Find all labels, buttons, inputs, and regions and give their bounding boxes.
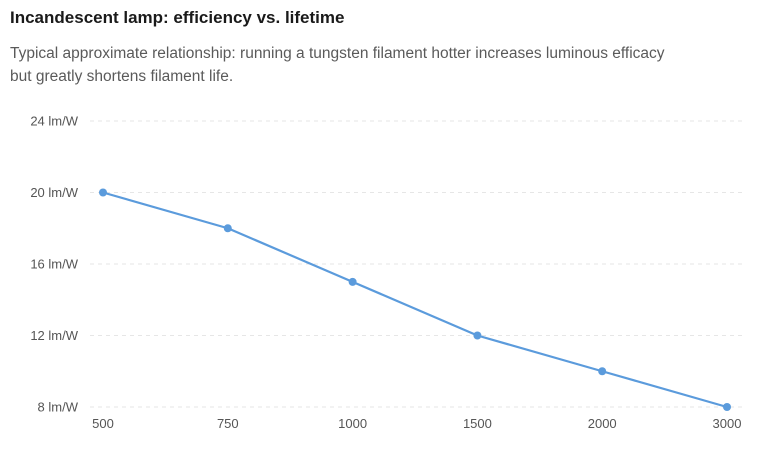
series-layer: [99, 188, 731, 411]
x-tick-label: 3000: [713, 416, 742, 431]
y-tick-label: 8 lm/W: [38, 400, 79, 415]
y-axis: 8 lm/W 12 lm/W 16 lm/W 20 lm/W 24 lm/W: [30, 114, 78, 415]
x-tick-label: 2000: [588, 416, 617, 431]
chart-subtitle: Typical approximate relationship: runnin…: [10, 45, 665, 85]
x-tick-label: 750: [217, 416, 239, 431]
x-axis: 500 750 1000 1500 2000 3000: [92, 416, 741, 431]
data-point: [99, 188, 107, 197]
chart-title: Incandescent lamp: efficiency vs. lifeti…: [10, 8, 345, 27]
data-point: [598, 367, 607, 376]
data-point: [223, 224, 232, 233]
y-tick-label: 12 lm/W: [30, 328, 78, 343]
data-point: [473, 331, 482, 340]
x-tick-label: 1500: [463, 416, 492, 431]
series-line: [101, 191, 729, 409]
y-tick-label: 24 lm/W: [30, 114, 78, 129]
y-tick-label: 16 lm/W: [30, 257, 78, 272]
grid-lines: [90, 120, 742, 408]
y-tick-label: 20 lm/W: [30, 185, 78, 200]
x-tick-label: 500: [92, 416, 114, 431]
data-point: [723, 403, 731, 411]
x-tick-label: 1000: [338, 416, 367, 431]
data-point: [348, 277, 357, 286]
